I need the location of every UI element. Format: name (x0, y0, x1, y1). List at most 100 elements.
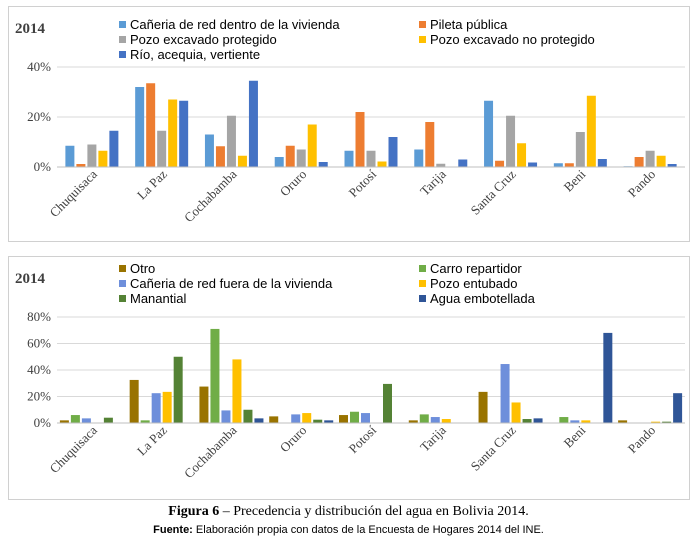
bottom-bar (500, 364, 510, 423)
top-bar (76, 164, 86, 167)
bottom-bar (559, 417, 569, 423)
bottom-category-label: Santa Cruz (467, 422, 518, 473)
top-category-label: Tarija (417, 166, 449, 198)
bottom-legend-item: Pozo entubado (419, 276, 517, 291)
top-bar (318, 162, 328, 167)
bottom-bar (441, 419, 451, 423)
bottom-y-tick-label: 80% (27, 309, 51, 324)
top-legend-item: Pozo excavado protegido (119, 32, 277, 47)
bottom-legend-item: Agua embotellada (419, 291, 536, 306)
top-y-tick-label: 0% (34, 159, 52, 174)
bottom-bar (302, 413, 312, 423)
bottom-legend-label: Carro repartidor (430, 261, 522, 276)
bottom-bar (570, 420, 580, 423)
bottom-legend-item: Otro (119, 261, 155, 276)
bottom-bar (511, 402, 521, 423)
top-bar (586, 95, 596, 167)
top-bar (285, 145, 295, 167)
bottom-category-label: Tarija (417, 422, 449, 454)
chart-top: 2014 Cañeria de red dentro de la vivienda… (15, 17, 685, 225)
bottom-bar (533, 418, 543, 423)
bottom-bar (313, 419, 323, 423)
top-category-label: Beni (560, 166, 588, 194)
bottom-bar (339, 415, 348, 423)
bottom-bar (603, 332, 613, 423)
bottom-category-label: Beni (560, 422, 588, 450)
top-bar (506, 115, 516, 167)
bottom-panel-label: 2014 (15, 271, 46, 287)
bottom-bar (383, 383, 392, 423)
top-legend-item: Pozo excavado no protegido (419, 32, 595, 47)
bottom-legend-label: Pozo entubado (430, 276, 517, 291)
figure-title: – Precedencia y distribución del agua en… (219, 504, 529, 519)
bottom-category-label: La Paz (134, 422, 170, 458)
top-panel-label: 2014 (15, 21, 46, 37)
top-bar (458, 159, 468, 167)
bottom-legend-swatch (419, 280, 426, 287)
top-category-label: La Paz (134, 166, 170, 202)
top-bar (168, 99, 178, 167)
source-label: Fuente: (153, 524, 193, 536)
top-y-tick-label: 40% (27, 59, 51, 74)
top-bar (98, 150, 108, 167)
bottom-category-label: Potosí (346, 422, 380, 456)
bottom-bar (478, 391, 488, 423)
bottom-bar (254, 418, 264, 423)
top-bar (414, 149, 424, 167)
top-bar (65, 145, 75, 167)
bottom-bar (103, 417, 113, 423)
top-legend-label: Pileta pública (430, 17, 508, 32)
top-bar (135, 87, 145, 167)
top-bar (87, 144, 97, 167)
figure-label: Figura 6 (168, 504, 220, 519)
bottom-bar (673, 393, 683, 423)
bottom-bar (430, 417, 440, 423)
bottom-y-tick-label: 0% (34, 415, 52, 430)
top-legend-label: Cañeria de red dentro de la vivienda (130, 17, 340, 32)
top-y-tick-label: 20% (27, 109, 51, 124)
bottom-bar (651, 421, 661, 423)
top-legend-swatch (119, 21, 126, 28)
top-bar (248, 80, 258, 167)
bottom-legend-swatch (419, 295, 426, 302)
top-legend-swatch (119, 51, 126, 58)
top-legend-swatch (119, 36, 126, 43)
bottom-bar (232, 359, 242, 423)
bottom-category-label: Cochabamba (181, 422, 240, 481)
top-bar (388, 137, 398, 167)
top-legend-label: Río, acequia, vertiente (130, 47, 260, 62)
top-bar (307, 124, 317, 167)
bottom-category-label: Oruro (277, 423, 310, 456)
top-category-label: Potosí (346, 166, 380, 200)
bottom-legend-label: Manantial (130, 291, 186, 306)
bottom-bar (361, 413, 370, 423)
top-bar (528, 162, 538, 167)
chart-panel-top: 2014 Cañeria de red dentro de la vivienda… (8, 6, 690, 242)
top-bar (296, 149, 306, 167)
bottom-legend-label: Cañeria de red fuera de la vivienda (130, 276, 333, 291)
bottom-bar (350, 411, 359, 423)
bottom-bar (59, 420, 69, 423)
top-bar (667, 164, 677, 167)
bottom-y-tick-label: 40% (27, 362, 51, 377)
top-bar (634, 157, 644, 167)
bottom-bar (221, 410, 231, 423)
top-bar (146, 83, 156, 167)
top-category-label: Oruro (277, 167, 310, 200)
bottom-bar (581, 420, 591, 423)
top-bar (237, 155, 247, 167)
top-category-label: Chuquisaca (47, 166, 101, 220)
top-category-label: Pando (625, 167, 659, 201)
figure-caption: Figura 6 – Precedencia y distribución de… (0, 504, 697, 520)
top-legend-item: Pileta pública (419, 17, 508, 32)
top-bar (517, 143, 527, 167)
figure-source: Fuente: Elaboración propia con datos de … (0, 524, 697, 536)
bottom-legend-item: Cañeria de red fuera de la vivienda (119, 276, 333, 291)
top-category-label: Santa Cruz (467, 166, 518, 217)
top-bar (656, 155, 666, 167)
bottom-legend-label: Otro (130, 261, 155, 276)
bottom-bar (129, 379, 139, 423)
top-legend-item: Cañeria de red dentro de la vivienda (119, 17, 340, 32)
top-legend-label: Pozo excavado protegido (130, 32, 277, 47)
bottom-bar (324, 420, 334, 423)
